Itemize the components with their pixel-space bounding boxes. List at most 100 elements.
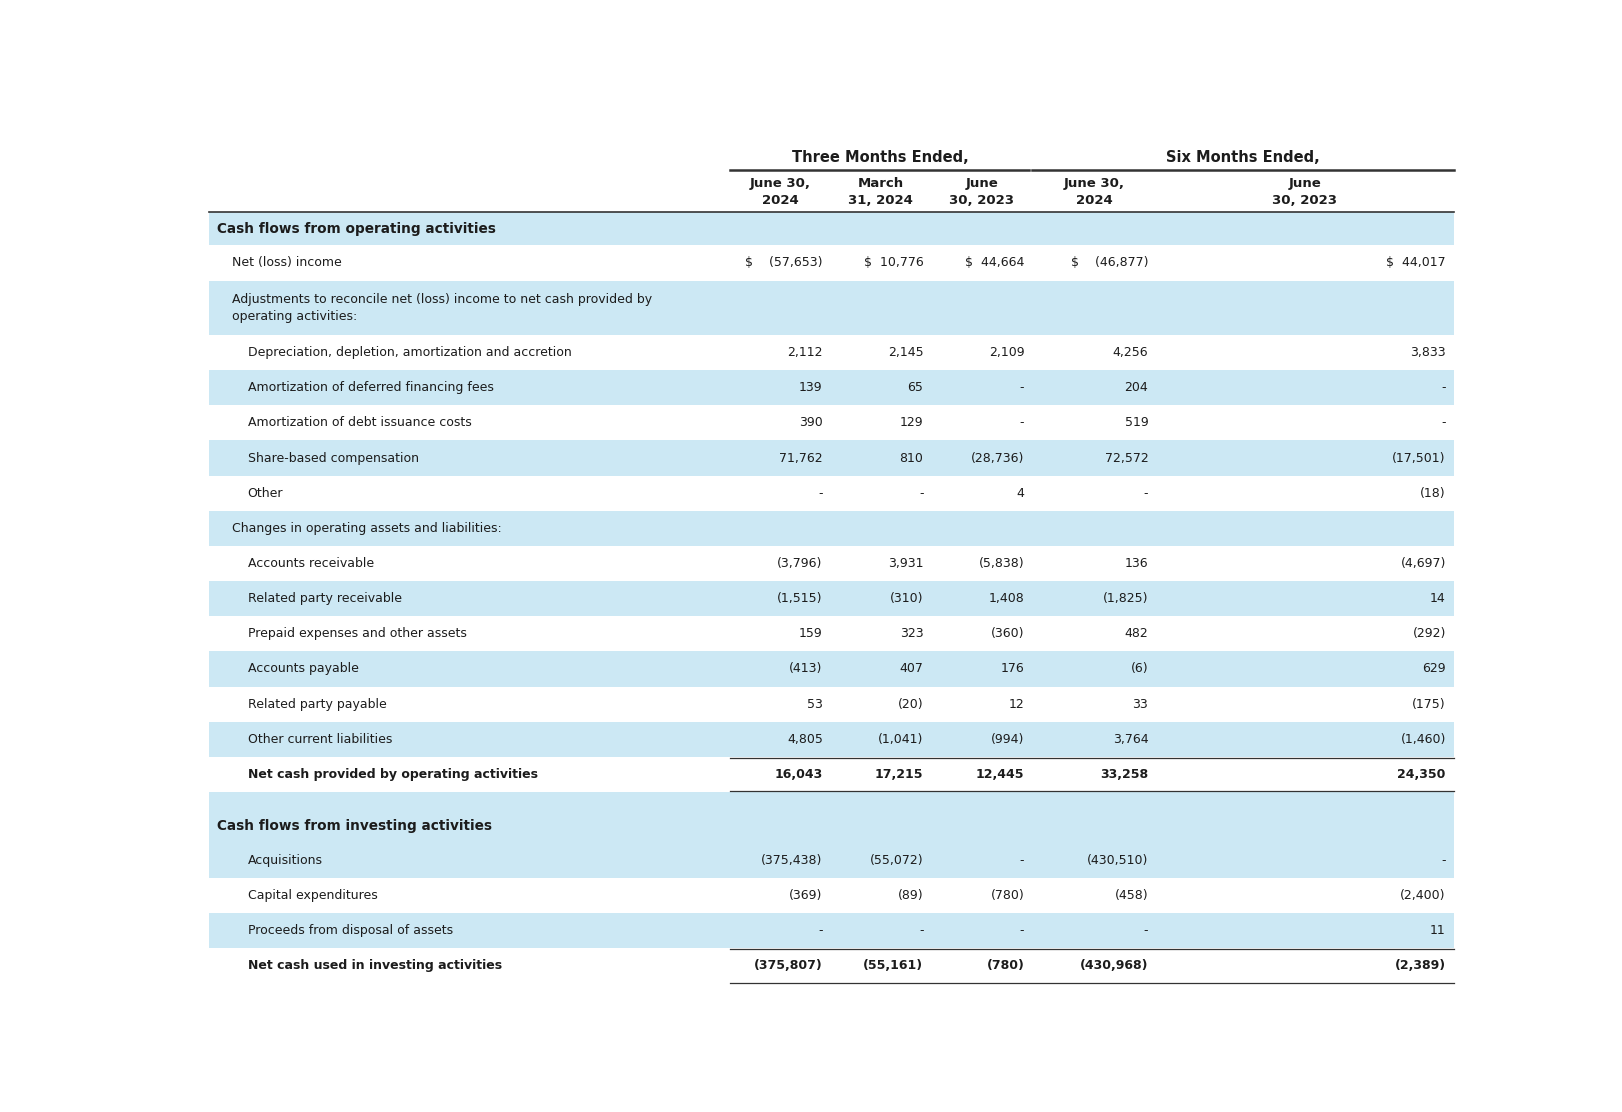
Text: (1,460): (1,460) [1400, 733, 1445, 746]
Text: (2,389): (2,389) [1395, 960, 1445, 973]
Text: $  44,664: $ 44,664 [965, 257, 1023, 269]
Text: -: - [1442, 854, 1445, 867]
Text: -: - [817, 924, 822, 937]
Text: -: - [817, 487, 822, 499]
Text: 4: 4 [1017, 487, 1023, 499]
Bar [209, 212, 1453, 246]
Text: (18): (18) [1421, 487, 1445, 499]
Bar [209, 335, 1453, 370]
Text: -: - [1144, 924, 1148, 937]
Bar [209, 280, 1453, 335]
Bar [209, 405, 1453, 440]
Text: Amortization of debt issuance costs: Amortization of debt issuance costs [248, 416, 472, 429]
Text: 12,445: 12,445 [976, 768, 1023, 781]
Text: $  44,017: $ 44,017 [1387, 257, 1445, 269]
Bar [209, 440, 1453, 476]
Text: Prepaid expenses and other assets: Prepaid expenses and other assets [248, 627, 467, 641]
Text: -: - [1020, 416, 1023, 429]
Text: Acquisitions: Acquisitions [248, 854, 323, 867]
Text: 12: 12 [1009, 697, 1023, 711]
Text: -: - [1020, 381, 1023, 395]
Text: 4,805: 4,805 [787, 733, 822, 746]
Text: 33,258: 33,258 [1100, 768, 1148, 781]
Text: 2,112: 2,112 [787, 346, 822, 359]
Text: Share-based compensation: Share-based compensation [248, 451, 418, 465]
Text: (310): (310) [890, 592, 923, 605]
Bar [209, 792, 1453, 810]
Text: Net (loss) income: Net (loss) income [232, 257, 342, 269]
Bar [209, 246, 1453, 280]
Text: Proceeds from disposal of assets: Proceeds from disposal of assets [248, 924, 453, 937]
Text: June 30,
2024: June 30, 2024 [1064, 177, 1124, 207]
Text: Six Months Ended,: Six Months Ended, [1166, 150, 1320, 165]
Bar [209, 757, 1453, 792]
Bar [209, 686, 1453, 722]
Text: (3,796): (3,796) [777, 557, 822, 570]
Text: (430,510): (430,510) [1087, 854, 1148, 867]
Text: (89): (89) [899, 890, 923, 902]
Text: (2,400): (2,400) [1400, 890, 1445, 902]
Text: 65: 65 [908, 381, 923, 395]
Text: 629: 629 [1422, 663, 1445, 675]
Text: Changes in operating assets and liabilities:: Changes in operating assets and liabilit… [232, 522, 501, 535]
Bar [209, 722, 1453, 757]
Text: 1,408: 1,408 [988, 592, 1023, 605]
Text: 16,043: 16,043 [774, 768, 822, 781]
Text: 2,109: 2,109 [989, 346, 1023, 359]
Text: 4,256: 4,256 [1113, 346, 1148, 359]
Text: 323: 323 [900, 627, 923, 641]
Text: 11: 11 [1431, 924, 1445, 937]
Text: 482: 482 [1124, 627, 1148, 641]
Text: Net cash provided by operating activities: Net cash provided by operating activitie… [248, 768, 539, 781]
Text: (1,041): (1,041) [878, 733, 923, 746]
Bar [209, 878, 1453, 913]
Text: -: - [1442, 381, 1445, 395]
Text: (17,501): (17,501) [1392, 451, 1445, 465]
Bar [209, 949, 1453, 983]
Text: (360): (360) [991, 627, 1023, 641]
Bar [209, 510, 1453, 546]
Text: (458): (458) [1114, 890, 1148, 902]
Text: $    (46,877): $ (46,877) [1071, 257, 1148, 269]
Text: 129: 129 [900, 416, 923, 429]
Text: $  10,776: $ 10,776 [865, 257, 923, 269]
Text: (1,515): (1,515) [777, 592, 822, 605]
Text: 159: 159 [800, 627, 822, 641]
Text: (6): (6) [1131, 663, 1148, 675]
Text: June
30, 2023: June 30, 2023 [949, 177, 1014, 207]
Text: (292): (292) [1413, 627, 1445, 641]
Text: 176: 176 [1001, 663, 1023, 675]
Text: 71,762: 71,762 [779, 451, 822, 465]
Text: 33: 33 [1132, 697, 1148, 711]
Text: June 30,
2024: June 30, 2024 [749, 177, 811, 207]
Text: Amortization of deferred financing fees: Amortization of deferred financing fees [248, 381, 493, 395]
Bar [209, 370, 1453, 405]
Text: (780): (780) [986, 960, 1023, 973]
Text: 14: 14 [1431, 592, 1445, 605]
Text: (994): (994) [991, 733, 1023, 746]
Text: Accounts payable: Accounts payable [248, 663, 358, 675]
Bar [209, 843, 1453, 878]
Text: (369): (369) [790, 890, 822, 902]
Text: 204: 204 [1124, 381, 1148, 395]
Bar [209, 810, 1453, 843]
Text: -: - [920, 487, 923, 499]
Text: June
30, 2023: June 30, 2023 [1272, 177, 1337, 207]
Text: (4,697): (4,697) [1400, 557, 1445, 570]
Text: Cash flows from investing activities: Cash flows from investing activities [217, 820, 491, 833]
Text: -: - [920, 924, 923, 937]
Bar [209, 546, 1453, 582]
Text: 17,215: 17,215 [874, 768, 923, 781]
Text: (20): (20) [899, 697, 923, 711]
Text: 519: 519 [1124, 416, 1148, 429]
Text: 53: 53 [806, 697, 822, 711]
Text: 3,764: 3,764 [1113, 733, 1148, 746]
Text: Adjustments to reconcile net (loss) income to net cash provided by
operating act: Adjustments to reconcile net (loss) inco… [232, 294, 652, 322]
Bar [209, 913, 1453, 949]
Text: -: - [1144, 487, 1148, 499]
Text: 3,931: 3,931 [887, 557, 923, 570]
Text: (55,072): (55,072) [869, 854, 923, 867]
Bar [209, 476, 1453, 510]
Text: March
31, 2024: March 31, 2024 [848, 177, 913, 207]
Text: 24,350: 24,350 [1398, 768, 1445, 781]
